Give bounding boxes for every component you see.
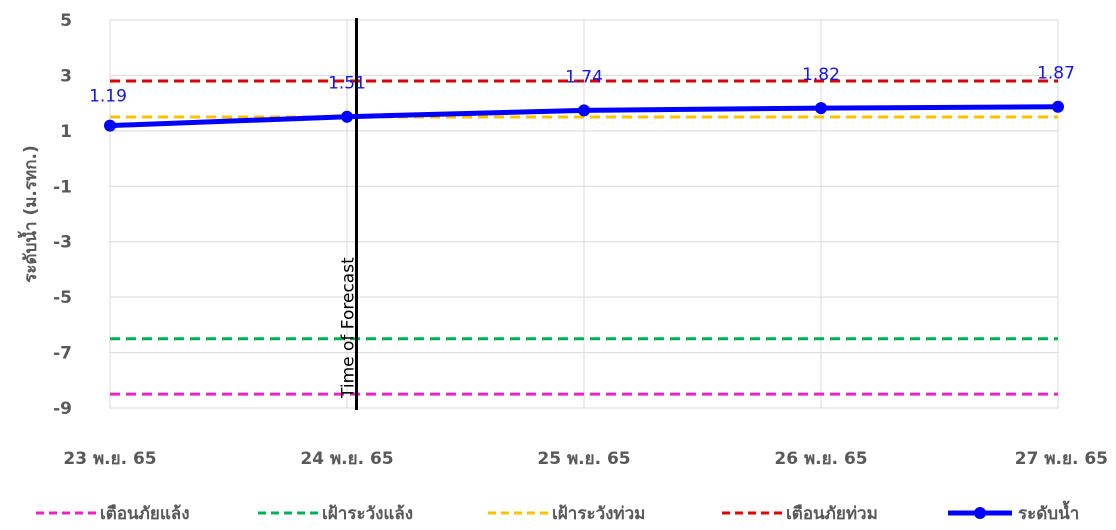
- y-tick-label: -1: [53, 177, 72, 197]
- y-tick-label: -3: [53, 233, 72, 253]
- y-tick-label: 1: [60, 122, 72, 142]
- data-point: [1052, 100, 1064, 113]
- gridlines: [109, 19, 1059, 409]
- data-label: 1.74: [565, 67, 603, 87]
- forecast-marker: Time of Forecast: [338, 18, 358, 410]
- threshold-lines: [110, 79, 1058, 396]
- data-point: [578, 104, 590, 117]
- legend-label: เตือนภัยท่วม: [786, 503, 878, 524]
- y-tick-label: 3: [60, 66, 72, 86]
- y-axis-title: ระดับน้ำ (ม.รทก.): [17, 145, 41, 282]
- forecast-label: Time of Forecast: [338, 257, 358, 399]
- y-tick-label: -7: [53, 344, 72, 364]
- x-tick-label: 23 พ.ย. 65: [63, 449, 156, 469]
- x-tick-label: 25 พ.ย. 65: [537, 449, 630, 469]
- data-labels: 1.19 1.51 1.74 1.82 1.87: [89, 64, 1075, 107]
- data-point: [104, 119, 116, 132]
- legend-label: ระดับน้ำ: [1018, 500, 1079, 524]
- legend-marker: [974, 507, 986, 519]
- x-tick-label: 27 พ.ย. 65: [1015, 449, 1108, 469]
- legend-label: เฝ้าระวังท่วม: [552, 504, 645, 524]
- y-tick-label: -5: [53, 288, 72, 308]
- y-tick-label: 5: [60, 11, 72, 31]
- data-label: 1.51: [328, 74, 366, 94]
- x-tick-label: 24 พ.ย. 65: [300, 449, 393, 469]
- legend-label: เฝ้าระวังแล้ง: [322, 504, 413, 524]
- axis-labels: 5 3 1 -1 -3 -5 -7 -9 23 พ.ย. 65 24 พ.ย. 65 25 พ.ย.…: [53, 11, 1108, 469]
- legend-label: เตือนภัยแล้ง: [100, 503, 190, 524]
- data-label: 1.19: [89, 87, 127, 107]
- data-point: [341, 110, 353, 123]
- series-lines: [104, 100, 1064, 132]
- x-tick-label: 26 พ.ย. 65: [774, 449, 867, 469]
- data-label: 1.87: [1037, 64, 1075, 84]
- data-label: 1.82: [802, 65, 840, 85]
- legend: เตือนภัยแล้ง เฝ้าระวังแล้ง เฝ้าระวังท่วม เต…: [36, 500, 1079, 524]
- data-point: [815, 102, 827, 115]
- y-tick-label: -9: [53, 399, 72, 419]
